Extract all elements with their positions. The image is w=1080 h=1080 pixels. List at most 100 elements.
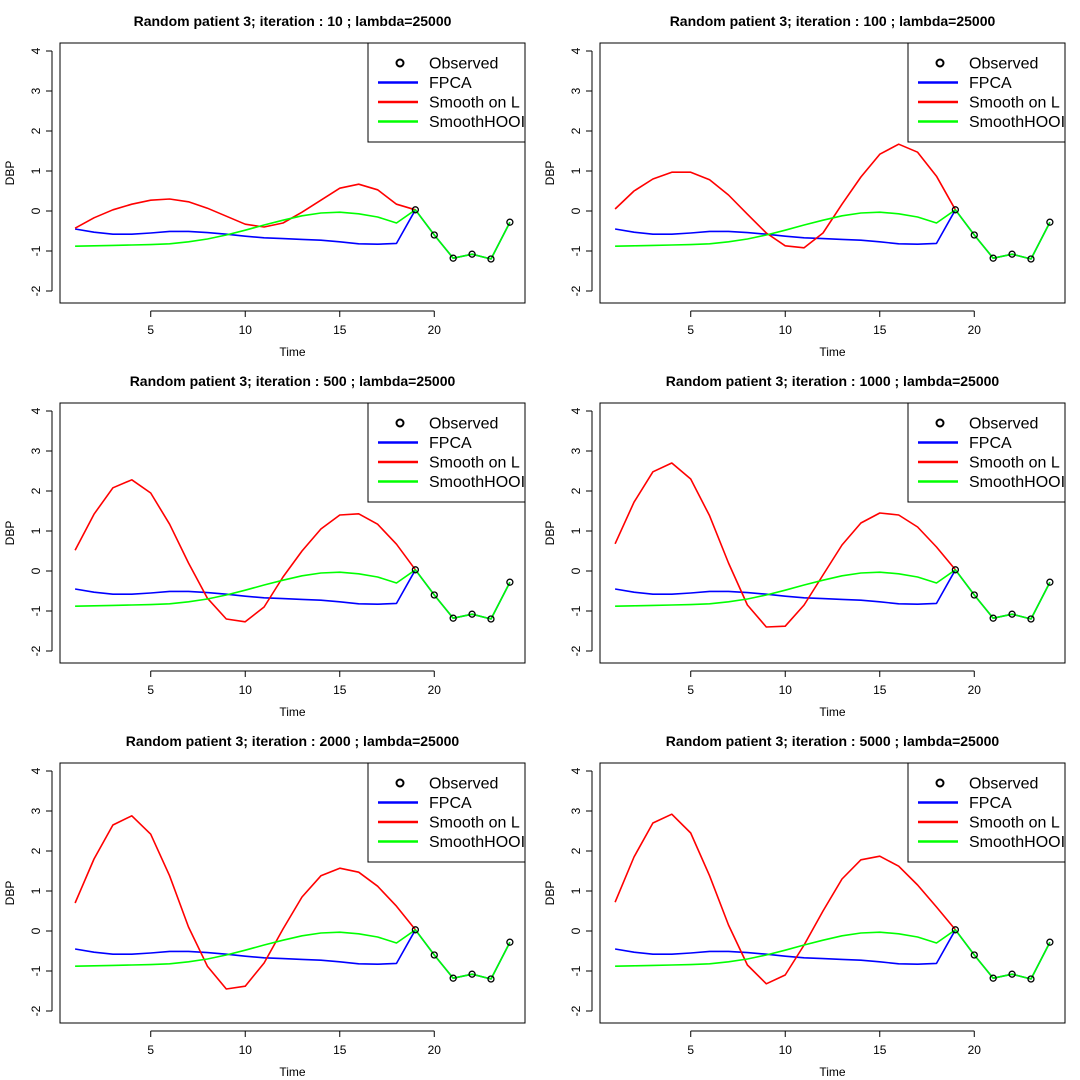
legend-label: FPCA — [429, 795, 472, 812]
legend-label: Smooth on L — [429, 455, 520, 472]
y-tick-label: -1 — [29, 245, 43, 256]
y-tick-label: 4 — [29, 407, 43, 414]
observed-point — [468, 250, 476, 258]
observed-point — [1008, 250, 1016, 258]
x-tick-label: 5 — [147, 1043, 154, 1057]
y-tick-label: 3 — [569, 807, 583, 814]
series-line-smooth-on-l — [74, 815, 417, 990]
legend: Observed FPCA Smooth on L SmoothHOOI — [367, 402, 526, 503]
y-axis-label: DBP — [543, 881, 557, 906]
y-tick-label: 0 — [29, 567, 43, 574]
observed-point — [951, 926, 960, 934]
chart-panel: Random patient 3; iteration : 1000 ; lam… — [540, 360, 1080, 720]
observed-point — [1046, 218, 1054, 226]
legend: Observed FPCA Smooth on L SmoothHOOI — [907, 42, 1066, 143]
observed-point — [970, 591, 978, 599]
x-tick-label: 20 — [968, 683, 982, 697]
y-tick-label: 2 — [29, 127, 43, 134]
y-tick-label: 2 — [569, 127, 583, 134]
chart-title: Random patient 3; iteration : 1000 ; lam… — [666, 373, 1000, 389]
observed-point — [430, 231, 438, 239]
observed-point — [989, 254, 997, 262]
observed-point — [1008, 610, 1016, 618]
chart-title: Random patient 3; iteration : 500 ; lamb… — [130, 373, 456, 389]
x-axis-label: Time — [819, 1065, 846, 1079]
y-tick-label: 2 — [569, 847, 583, 854]
x-tick-label: 20 — [968, 323, 982, 337]
x-tick-label: 5 — [147, 323, 154, 337]
chart-svg: Random patient 3; iteration : 2000 ; lam… — [3, 733, 526, 1079]
legend-label: Observed — [429, 56, 498, 73]
series-line-smoothhooi — [615, 929, 1051, 980]
legend-label: FPCA — [429, 435, 472, 452]
y-tick-label: 2 — [29, 847, 43, 854]
observed-point — [411, 566, 420, 574]
plot-frame — [59, 762, 526, 1024]
y-axis-label: DBP — [3, 881, 17, 906]
legend-label: Smooth on L — [969, 95, 1060, 112]
x-axis-label: Time — [819, 705, 846, 719]
observed-point — [989, 614, 997, 622]
y-tick-label: -1 — [569, 965, 583, 976]
x-tick-label: 15 — [333, 323, 347, 337]
chart-svg: Random patient 3; iteration : 5000 ; lam… — [543, 733, 1066, 1079]
observed-point — [970, 951, 978, 959]
series-line-smooth-on-l — [614, 813, 957, 985]
y-tick-label: 4 — [29, 767, 43, 774]
observed-point — [449, 974, 457, 982]
y-tick-label: -1 — [569, 245, 583, 256]
legend-box — [367, 402, 526, 503]
chart-title: Random patient 3; iteration : 5000 ; lam… — [666, 733, 1000, 749]
observed-point — [506, 938, 514, 946]
legend-label: Observed — [429, 776, 498, 793]
y-tick-label: 2 — [569, 487, 583, 494]
y-tick-label: -1 — [29, 605, 43, 616]
legend-label: FPCA — [969, 435, 1012, 452]
chart-panel: Random patient 3; iteration : 2000 ; lam… — [0, 720, 540, 1080]
chart-title: Random patient 3; iteration : 10 ; lambd… — [134, 13, 452, 29]
y-tick-label: 4 — [569, 407, 583, 414]
y-tick-label: -2 — [569, 645, 583, 656]
series-line-smooth-on-l — [614, 143, 957, 249]
y-tick-label: 3 — [569, 447, 583, 454]
x-axis-label: Time — [279, 1065, 306, 1079]
series-line-smoothhooi — [75, 929, 511, 980]
chart-panel: Random patient 3; iteration : 5000 ; lam… — [540, 720, 1080, 1080]
observed-point — [449, 254, 457, 262]
legend-box — [367, 42, 526, 143]
legend-label: Smooth on L — [969, 455, 1060, 472]
legend: Observed FPCA Smooth on L SmoothHOOI — [367, 762, 526, 863]
chart-title: Random patient 3; iteration : 100 ; lamb… — [670, 13, 996, 29]
plot-frame — [59, 402, 526, 664]
y-tick-label: 1 — [569, 527, 583, 534]
y-tick-label: 3 — [29, 447, 43, 454]
x-tick-label: 10 — [779, 683, 793, 697]
y-tick-label: 4 — [569, 47, 583, 54]
x-tick-label: 20 — [428, 683, 442, 697]
y-tick-label: 0 — [569, 207, 583, 214]
legend-label: Observed — [969, 776, 1038, 793]
legend-observed-icon — [395, 778, 405, 788]
observed-point — [487, 615, 495, 623]
legend-observed-icon — [395, 58, 405, 68]
y-tick-label: -2 — [29, 645, 43, 656]
legend-label: Observed — [969, 56, 1038, 73]
observed-point — [506, 578, 514, 586]
x-axis-label: Time — [279, 345, 306, 359]
y-tick-label: 0 — [569, 567, 583, 574]
observed-point — [1027, 255, 1035, 263]
y-tick-label: 4 — [29, 47, 43, 54]
legend-observed-icon — [395, 418, 405, 428]
x-tick-label: 15 — [333, 683, 347, 697]
legend-label: Smooth on L — [429, 815, 520, 832]
x-axis-label: Time — [819, 345, 846, 359]
observed-point — [1027, 975, 1035, 983]
legend: Observed FPCA Smooth on L SmoothHOOI — [367, 42, 526, 143]
chart-panel: Random patient 3; iteration : 100 ; lamb… — [540, 0, 1080, 360]
legend-box — [367, 762, 526, 863]
x-tick-label: 5 — [147, 683, 154, 697]
legend-label: SmoothHOOI — [429, 114, 525, 131]
x-tick-label: 20 — [428, 323, 442, 337]
y-tick-label: 3 — [29, 807, 43, 814]
y-tick-label: 1 — [29, 527, 43, 534]
